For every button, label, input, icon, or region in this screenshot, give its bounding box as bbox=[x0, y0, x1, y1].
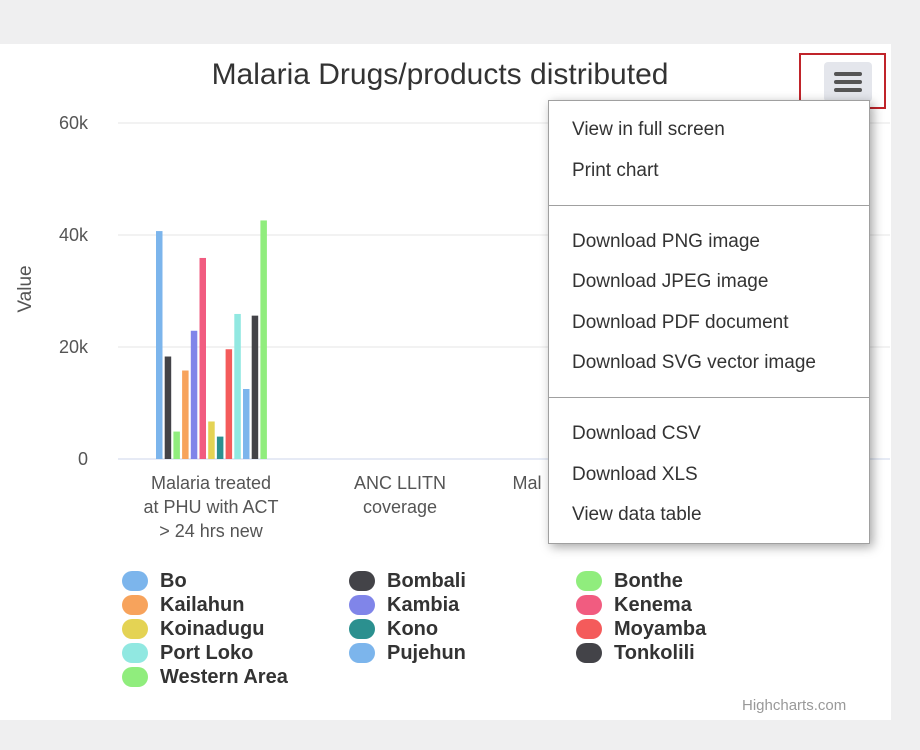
legend-item-kambia[interactable]: Kambia bbox=[349, 593, 459, 617]
legend-item-moyamba[interactable]: Moyamba bbox=[576, 617, 706, 641]
legend-symbol bbox=[576, 571, 602, 591]
hamburger-icon-line bbox=[834, 88, 862, 92]
bar-bo[interactable] bbox=[156, 231, 163, 459]
legend-item-koinadugu[interactable]: Koinadugu bbox=[122, 617, 264, 641]
menu-item-view-full-screen[interactable]: View in full screen bbox=[572, 119, 725, 140]
legend-label: Bonthe bbox=[614, 569, 683, 592]
legend-item-kailahun[interactable]: Kailahun bbox=[122, 593, 244, 617]
bar-bombali[interactable] bbox=[164, 356, 172, 459]
export-menu: View in full screen Print chart Download… bbox=[548, 100, 870, 544]
menu-item-download-csv[interactable]: Download CSV bbox=[572, 423, 701, 444]
legend-symbol bbox=[122, 619, 148, 639]
legend-item-bonthe[interactable]: Bonthe bbox=[576, 569, 683, 593]
menu-item-download-svg[interactable]: Download SVG vector image bbox=[572, 352, 816, 373]
hamburger-icon-line bbox=[834, 80, 862, 84]
menu-divider bbox=[549, 205, 869, 206]
legend-symbol bbox=[122, 571, 148, 591]
bar-bonthe[interactable] bbox=[173, 431, 180, 459]
menu-item-download-xls[interactable]: Download XLS bbox=[572, 464, 698, 485]
x-category-label: Malaria treated bbox=[151, 473, 271, 493]
y-tick-label: 20k bbox=[59, 337, 89, 357]
legend-label: Bo bbox=[160, 569, 187, 592]
bar-moyamba[interactable] bbox=[225, 349, 233, 459]
y-tick-label: 40k bbox=[59, 225, 89, 245]
menu-divider bbox=[549, 397, 869, 398]
legend-symbol bbox=[576, 595, 602, 615]
legend-symbol bbox=[122, 667, 148, 687]
x-category-label: Mal bbox=[512, 473, 541, 493]
x-category-label: ANC LLITN bbox=[354, 473, 446, 493]
legend-label: Kailahun bbox=[160, 593, 245, 616]
credits-link[interactable]: Highcharts.com bbox=[742, 697, 847, 714]
legend-label: Kenema bbox=[614, 593, 692, 616]
legend-label: Bombali bbox=[387, 569, 466, 592]
menu-item-download-pdf[interactable]: Download PDF document bbox=[572, 312, 789, 333]
legend-item-kenema[interactable]: Kenema bbox=[576, 593, 692, 617]
legend-item-western-area[interactable]: Western Area bbox=[122, 665, 288, 689]
legend-symbol bbox=[349, 619, 375, 639]
bar-kailahun[interactable] bbox=[182, 370, 189, 459]
y-tick-label: 0 bbox=[78, 449, 88, 469]
legend-symbol bbox=[122, 595, 148, 615]
bar-pujehun[interactable] bbox=[243, 389, 250, 459]
legend-label: Kono bbox=[387, 617, 439, 640]
legend-label: Pujehun bbox=[387, 641, 466, 664]
bar-koinadugu[interactable] bbox=[208, 421, 215, 459]
menu-item-print-chart[interactable]: Print chart bbox=[572, 160, 659, 181]
legend-label: Kambia bbox=[387, 593, 460, 616]
menu-item-view-data-table[interactable]: View data table bbox=[572, 504, 702, 525]
legend-item-port-loko[interactable]: Port Loko bbox=[122, 641, 253, 665]
bar-port-loko[interactable] bbox=[234, 313, 241, 459]
x-axis-labels: Malaria treated at PHU with ACT > 24 hrs n… bbox=[143, 473, 541, 541]
menu-item-download-png[interactable]: Download PNG image bbox=[572, 231, 760, 252]
legend-label: Moyamba bbox=[614, 617, 707, 640]
bar-kambia[interactable] bbox=[190, 330, 198, 459]
legend-item-kono[interactable]: Kono bbox=[349, 617, 438, 641]
y-axis-label: Value bbox=[15, 265, 36, 313]
hamburger-icon bbox=[834, 72, 862, 76]
bar-kenema[interactable] bbox=[199, 257, 207, 459]
bar-tonkolili[interactable] bbox=[251, 315, 259, 459]
legend-symbol bbox=[122, 643, 148, 663]
legend-item-bombali[interactable]: Bombali bbox=[349, 569, 466, 593]
y-axis-ticks: 0 20k 40k 60k bbox=[59, 113, 89, 469]
legend-label: Tonkolili bbox=[614, 641, 695, 664]
legend-item-pujehun[interactable]: Pujehun bbox=[349, 641, 466, 665]
chart-title: Malaria Drugs/products distributed bbox=[211, 58, 669, 91]
legend-symbol bbox=[576, 643, 602, 663]
legend-symbol bbox=[349, 595, 375, 615]
bar-kono[interactable] bbox=[216, 436, 224, 459]
x-category-label: at PHU with ACT bbox=[143, 497, 278, 517]
x-category-label: > 24 hrs new bbox=[159, 521, 264, 541]
menu-item-download-jpeg[interactable]: Download JPEG image bbox=[572, 271, 769, 292]
legend-item-bo[interactable]: Bo bbox=[122, 569, 187, 593]
legend-label: Koinadugu bbox=[160, 617, 265, 640]
legend-label: Port Loko bbox=[160, 641, 254, 664]
legend-label: Western Area bbox=[160, 665, 288, 688]
legend-item-tonkolili[interactable]: Tonkolili bbox=[576, 641, 695, 665]
x-category-label: coverage bbox=[363, 497, 437, 517]
y-tick-label: 60k bbox=[59, 113, 89, 133]
legend-symbol bbox=[576, 619, 602, 639]
bars bbox=[156, 220, 267, 459]
legend-symbol bbox=[349, 643, 375, 663]
menu-button[interactable] bbox=[824, 62, 872, 102]
bar-western-area[interactable] bbox=[260, 220, 267, 459]
legend-symbol bbox=[349, 571, 375, 591]
